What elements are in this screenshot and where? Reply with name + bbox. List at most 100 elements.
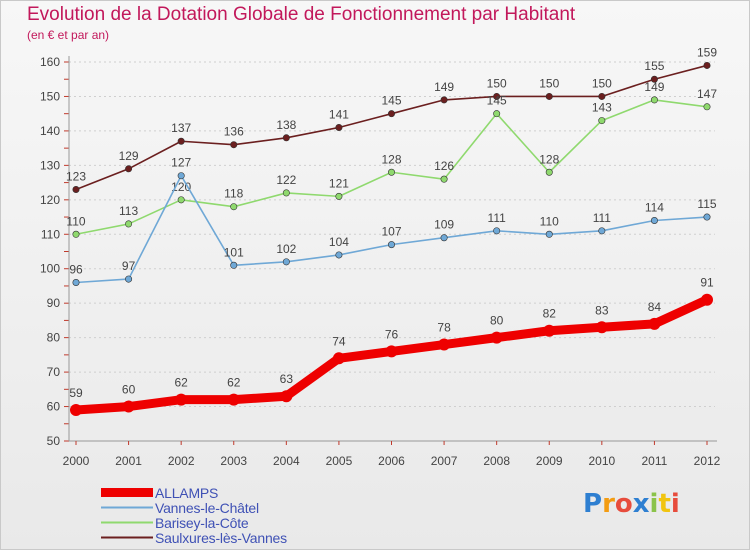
data-point-allamps bbox=[701, 293, 713, 306]
y-tick-label: 120 bbox=[40, 193, 60, 207]
data-point-barisey-la-cote bbox=[125, 220, 133, 228]
data-label-barisey-la-cote: 121 bbox=[329, 176, 349, 190]
data-point-vannes-le-chatel bbox=[493, 227, 501, 235]
legend-item-allamps: ALLAMPS bbox=[101, 484, 287, 501]
legend-label-allamps: ALLAMPS bbox=[155, 484, 219, 501]
data-label-allamps: 82 bbox=[543, 307, 557, 321]
brand-letter: x bbox=[632, 489, 650, 519]
data-point-vannes-le-chatel bbox=[703, 213, 711, 221]
legend-swatch-allamps bbox=[101, 488, 153, 497]
brand-letter: t bbox=[658, 489, 671, 519]
x-tick-label: 2005 bbox=[326, 454, 353, 468]
data-label-saulxures-les-vannes: 136 bbox=[224, 125, 244, 139]
data-label-allamps: 91 bbox=[700, 276, 714, 290]
data-point-saulxures-les-vannes bbox=[125, 165, 133, 173]
data-label-vannes-le-chatel: 107 bbox=[381, 225, 401, 239]
x-tick-label: 2011 bbox=[642, 454, 668, 468]
data-label-allamps: 62 bbox=[174, 376, 188, 390]
data-label-barisey-la-cote: 143 bbox=[592, 101, 612, 115]
legend-swatch-barisey-la-cote bbox=[101, 521, 153, 524]
x-tick-label: 2003 bbox=[220, 454, 247, 468]
data-label-allamps: 76 bbox=[385, 327, 399, 341]
data-point-barisey-la-cote bbox=[703, 103, 711, 111]
data-label-saulxures-les-vannes: 137 bbox=[171, 121, 191, 135]
y-tick-label: 130 bbox=[40, 158, 60, 172]
data-point-saulxures-les-vannes bbox=[230, 141, 238, 149]
data-label-barisey-la-cote: 113 bbox=[119, 204, 138, 218]
data-label-allamps: 80 bbox=[490, 314, 504, 328]
data-point-saulxures-les-vannes bbox=[545, 92, 553, 100]
data-label-barisey-la-cote: 118 bbox=[224, 187, 243, 201]
data-label-vannes-le-chatel: 96 bbox=[69, 263, 83, 277]
data-label-saulxures-les-vannes: 138 bbox=[276, 118, 296, 132]
data-label-allamps: 74 bbox=[332, 334, 346, 348]
data-label-vannes-le-chatel: 97 bbox=[122, 259, 136, 273]
data-point-barisey-la-cote bbox=[598, 117, 606, 125]
data-point-vannes-le-chatel bbox=[177, 172, 185, 180]
x-tick-label: 2006 bbox=[378, 454, 405, 468]
data-label-saulxures-les-vannes: 141 bbox=[329, 107, 349, 121]
data-label-saulxures-les-vannes: 159 bbox=[697, 45, 717, 59]
y-tick-label: 100 bbox=[40, 262, 60, 276]
data-point-allamps bbox=[227, 393, 240, 406]
data-point-vannes-le-chatel bbox=[125, 275, 133, 283]
data-point-allamps bbox=[595, 321, 608, 334]
data-point-saulxures-les-vannes bbox=[493, 92, 501, 100]
data-label-vannes-le-chatel: 101 bbox=[224, 245, 244, 259]
data-label-saulxures-les-vannes: 129 bbox=[119, 149, 139, 163]
data-label-vannes-le-chatel: 114 bbox=[645, 200, 664, 214]
y-tick-label: 60 bbox=[47, 400, 61, 414]
data-label-vannes-le-chatel: 115 bbox=[697, 197, 716, 211]
data-label-allamps: 84 bbox=[648, 300, 662, 314]
data-label-allamps: 59 bbox=[69, 386, 83, 400]
y-tick-label: 110 bbox=[41, 227, 60, 241]
data-label-saulxures-les-vannes: 149 bbox=[434, 80, 454, 94]
data-point-saulxures-les-vannes bbox=[387, 110, 395, 118]
data-label-allamps: 62 bbox=[227, 376, 241, 390]
data-label-barisey-la-cote: 126 bbox=[434, 159, 454, 173]
y-tick-label: 140 bbox=[40, 124, 60, 138]
x-tick-label: 2000 bbox=[63, 454, 90, 468]
data-point-vannes-le-chatel bbox=[598, 227, 606, 235]
data-label-barisey-la-cote: 145 bbox=[487, 94, 507, 108]
data-point-barisey-la-cote bbox=[493, 110, 501, 118]
y-tick-label: 150 bbox=[40, 89, 60, 103]
data-point-allamps bbox=[490, 331, 503, 344]
data-point-vannes-le-chatel bbox=[72, 279, 80, 287]
chart-subtitle: (en € et par an) bbox=[27, 28, 110, 42]
x-tick-label: 2004 bbox=[273, 454, 300, 468]
data-label-vannes-le-chatel: 104 bbox=[329, 235, 349, 249]
data-point-vannes-le-chatel bbox=[440, 234, 448, 242]
brand-letter: P bbox=[583, 489, 603, 519]
legend-label-barisey-la-cote: Barisey-la-Côte bbox=[155, 514, 249, 531]
data-point-vannes-le-chatel bbox=[650, 216, 658, 224]
x-tick-label: 2001 bbox=[115, 454, 142, 468]
brand-letter: o bbox=[614, 489, 633, 519]
data-point-saulxures-les-vannes bbox=[440, 96, 448, 104]
data-label-vannes-le-chatel: 109 bbox=[434, 218, 454, 232]
data-point-allamps bbox=[122, 400, 135, 413]
y-tick-label: 90 bbox=[47, 296, 61, 310]
data-label-vannes-le-chatel: 127 bbox=[171, 156, 191, 170]
data-point-allamps bbox=[438, 338, 451, 351]
data-label-barisey-la-cote: 122 bbox=[276, 173, 296, 187]
chart-title: Evolution de la Dotation Globale de Fonc… bbox=[27, 4, 576, 25]
data-label-barisey-la-cote: 128 bbox=[381, 152, 401, 166]
data-label-barisey-la-cote: 128 bbox=[539, 152, 559, 166]
x-tick-label: 2012 bbox=[694, 454, 721, 468]
data-label-barisey-la-cote: 147 bbox=[697, 87, 717, 101]
data-point-allamps bbox=[175, 393, 188, 406]
data-point-saulxures-les-vannes bbox=[703, 61, 711, 69]
data-point-barisey-la-cote bbox=[440, 175, 448, 183]
data-point-barisey-la-cote bbox=[650, 96, 658, 104]
data-point-allamps bbox=[385, 345, 398, 358]
data-point-barisey-la-cote bbox=[387, 168, 395, 176]
data-point-allamps bbox=[70, 403, 82, 416]
data-point-allamps bbox=[332, 352, 345, 365]
legend-item-vannes-le-chatel: Vannes-le-Châtel bbox=[101, 500, 287, 516]
legend-item-saulxures-les-vannes: Saulxures-lès-Vannes bbox=[101, 530, 287, 546]
data-label-saulxures-les-vannes: 123 bbox=[66, 169, 86, 183]
data-label-allamps: 63 bbox=[280, 372, 294, 386]
data-label-vannes-le-chatel: 111 bbox=[593, 211, 612, 225]
